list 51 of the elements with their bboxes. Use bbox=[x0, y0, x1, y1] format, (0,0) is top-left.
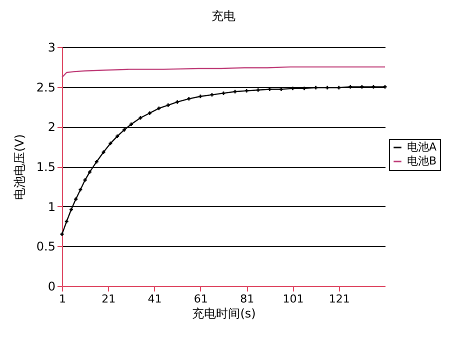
point bbox=[372, 85, 376, 89]
point bbox=[256, 88, 260, 92]
point bbox=[233, 90, 237, 94]
y-axis-title: 电池电压(V) bbox=[12, 134, 26, 200]
point bbox=[64, 220, 68, 224]
point bbox=[102, 150, 106, 154]
x-tick-label: 61 bbox=[194, 292, 208, 306]
point bbox=[290, 86, 294, 90]
point bbox=[210, 93, 214, 97]
point bbox=[326, 86, 330, 90]
point bbox=[187, 97, 191, 101]
point bbox=[148, 111, 152, 115]
point bbox=[116, 134, 120, 138]
point bbox=[244, 89, 248, 93]
x-axis-title: 充电时间(s) bbox=[192, 306, 256, 320]
point bbox=[138, 116, 142, 120]
x-tick-label: 1 bbox=[59, 292, 66, 306]
legend-label: 电池A bbox=[407, 140, 437, 154]
y-tick-label: 1 bbox=[48, 200, 56, 214]
point bbox=[176, 100, 180, 104]
x-tick-label: 41 bbox=[148, 292, 162, 306]
y-tick-label: 3 bbox=[48, 40, 56, 54]
x-tick-label: 101 bbox=[282, 292, 304, 306]
y-tick-label: 1.5 bbox=[36, 160, 56, 174]
y-tick-label: 0 bbox=[48, 280, 56, 294]
point bbox=[83, 178, 87, 182]
y-tick-label: 2.5 bbox=[36, 80, 56, 94]
point bbox=[88, 170, 92, 174]
point bbox=[78, 188, 82, 192]
x-tick-label: 81 bbox=[240, 292, 254, 306]
point bbox=[74, 197, 78, 201]
point bbox=[69, 208, 73, 212]
point bbox=[302, 86, 306, 90]
point bbox=[360, 85, 364, 89]
x-tick-label: 21 bbox=[102, 292, 116, 306]
line-series bbox=[61, 66, 386, 78]
point bbox=[94, 160, 98, 164]
x-tick-label: 121 bbox=[328, 292, 350, 306]
point bbox=[108, 142, 112, 146]
legend-label: 电池B bbox=[407, 154, 437, 168]
point bbox=[348, 85, 352, 89]
point bbox=[129, 122, 133, 126]
point bbox=[198, 94, 202, 98]
y-tick-label: 0.5 bbox=[36, 240, 56, 254]
point bbox=[337, 86, 341, 90]
y-tick-label: 2 bbox=[48, 120, 56, 134]
point bbox=[166, 103, 170, 107]
point bbox=[314, 86, 318, 90]
point bbox=[157, 106, 161, 110]
chart-title: 充电 bbox=[212, 9, 236, 23]
point bbox=[122, 128, 126, 132]
